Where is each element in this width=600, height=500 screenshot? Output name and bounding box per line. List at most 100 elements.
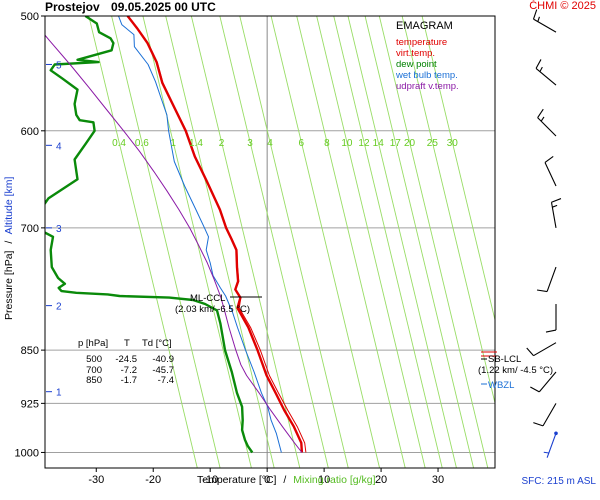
mixing-ratio-label: 17 [390, 138, 402, 149]
wind-barb [530, 371, 557, 393]
altitude-tick-label: 3 [56, 224, 62, 235]
x-axis-label-temperature: Temperature [°C] [197, 474, 277, 486]
wind-barb [537, 108, 557, 137]
wind-barb-feather [551, 198, 562, 203]
wind-barb-half-feather [539, 66, 543, 72]
wind-barb-feather [526, 347, 534, 357]
station-dot [554, 431, 558, 436]
altitude-ticks: 1 2 3 4 5 [46, 60, 62, 399]
wind-barb [532, 9, 557, 33]
table-header-p: p [hPa] [78, 338, 108, 349]
copyright: ČHMI © 2025 [529, 0, 596, 12]
wind-barb-feather [532, 9, 538, 20]
mixing-ratio-label: 12 [358, 138, 370, 149]
legend-updraft: udpraft v.temp. [396, 81, 459, 92]
mixing-ratio-line [333, 16, 443, 468]
pressure-tick-label: 500 [21, 11, 39, 23]
wind-barb-half-feather [537, 16, 540, 22]
y-axis-label: Pressure [hPa] / Altitude [km] [3, 177, 15, 320]
mixing-ratio-label: 3 [247, 138, 253, 149]
wind-barb-feather [530, 386, 540, 393]
series-line-dew-point [45, 16, 254, 454]
wind-barb-shaft [535, 67, 557, 86]
wind-barb [545, 304, 557, 333]
mixing-ratio-lines [88, 16, 495, 468]
mixing-ratio-line [421, 16, 495, 322]
wind-barb-half-feather [552, 204, 558, 208]
table-cell: 500 [86, 354, 102, 365]
y-axis-label-pressure: Pressure [hPa] [3, 250, 15, 320]
series-line-temperature [126, 16, 304, 453]
svg-text:Temperature [°C] /: Temperature [°C] / Mixing ratio [g/kg] [197, 474, 376, 486]
temperature-ticks: -30 -20 -10 0 10 20 30 [88, 468, 444, 486]
station-name: Prostejov [45, 0, 100, 14]
x-axis-label: Temperature [°C] / Mixing ratio [g/kg] [197, 474, 376, 486]
legend-temperature: temperature [396, 37, 447, 48]
wind-barb-shaft [546, 266, 557, 292]
sounding-datetime: 09.05.2025 00 UTC [111, 0, 216, 14]
mixing-ratio-line [347, 16, 457, 468]
wind-barb-feather [544, 155, 554, 163]
table-cell: 700 [86, 365, 102, 376]
series-line-wet-bulb-temp [118, 16, 282, 453]
table-cell: -1.7 [121, 375, 137, 386]
series-line-virt-temp [127, 16, 307, 453]
mixing-ratio-line [296, 16, 406, 468]
wind-barb [550, 198, 562, 228]
legend-dew-point: dew point [396, 59, 437, 70]
mixing-ratio-label: 30 [447, 138, 459, 149]
wind-barb-shaft [538, 371, 557, 393]
table-cell: -7.2 [121, 365, 137, 376]
ml-ccl-value: (2.03 km/ -6.5 °C) [175, 304, 250, 315]
wind-barb-shaft [537, 117, 557, 137]
mixing-ratio-line [88, 16, 198, 468]
temperature-tick-label: 20 [375, 474, 387, 486]
mixing-ratio-labels: 0.4 0.6 1 1.4 2 3 4 6 8 10 12 14 17 20 25 30 [112, 138, 458, 149]
profile-series [45, 16, 307, 454]
plot-frame [44, 15, 496, 469]
sb-lcl-annotation: SB-LCL (1.22 km/ -4.5 °C) WBZL [478, 351, 553, 391]
wind-barb [533, 403, 557, 427]
wind-barb-shaft [542, 403, 557, 427]
mixing-ratio-label: 10 [341, 138, 353, 149]
altitude-tick-label: 2 [56, 302, 62, 313]
mixing-ratio-line [239, 16, 349, 468]
mixing-ratio-label: 8 [324, 138, 330, 149]
mixing-ratio-label: 1.4 [189, 138, 203, 149]
mixing-ratio-label: 14 [373, 138, 385, 149]
wind-barb-feather [545, 329, 557, 333]
wind-barb [543, 433, 557, 458]
wind-barb [535, 59, 557, 86]
wind-barb-shaft [546, 433, 557, 458]
x-axis-label-mixing: Mixing ratio [g/kg] [293, 474, 375, 486]
wind-barb-half-feather [543, 451, 549, 454]
temperature-tick-label: 10 [318, 474, 330, 486]
wind-barb-shaft [550, 202, 557, 228]
altitude-tick-label: 5 [56, 60, 62, 71]
wind-barb [536, 266, 557, 293]
pressure-ticks: 500 600 700 850 925 1000 [15, 11, 45, 459]
temperature-tick-label: -10 [202, 474, 218, 486]
mixing-ratio-label: 20 [404, 138, 416, 149]
mixing-ratio-line [364, 16, 474, 468]
mixing-ratio-label: 2 [219, 138, 225, 149]
y-axis-label-altitude: Altitude [km] [3, 177, 15, 235]
ml-ccl-annotation: ML-CCL (2.03 km/ -6.5 °C) [175, 293, 262, 315]
mixing-ratio-line [111, 16, 221, 468]
table-cell: 850 [86, 375, 102, 386]
mixing-ratio-label: 1 [170, 138, 176, 149]
wind-barb-feather [537, 108, 544, 118]
wind-barb-shaft [533, 18, 557, 33]
svg-text:Pressure [hPa] / A: Pressure [hPa] / Altitude [km] [3, 177, 15, 320]
wind-barb-half-feather [540, 116, 545, 122]
wind-barb [526, 342, 557, 357]
mixing-ratio-label: 25 [427, 138, 439, 149]
y-axis-label-sep: / [3, 241, 15, 244]
table-header-td: Td [°C] [142, 338, 172, 349]
station-title: Prostejov 09.05.2025 00 UTC [45, 0, 216, 14]
temperature-tick-label: -30 [88, 474, 104, 486]
mixing-ratio-line [190, 16, 301, 468]
mixing-ratio-label: 4 [267, 138, 273, 149]
mixing-ratio-line [401, 16, 495, 406]
